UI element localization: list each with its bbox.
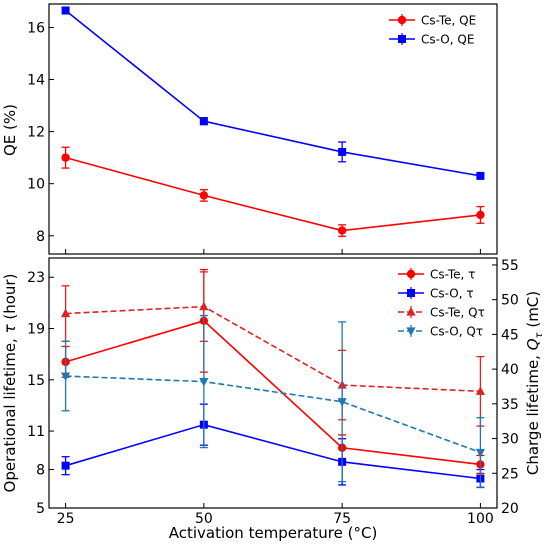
data-point-cs-o-q [60, 372, 71, 382]
data-point-cs-o-qe [61, 6, 70, 15]
legend-label-cs-o-q: Cs-O, Qτ [430, 325, 483, 339]
lifetime-panel: 5 8 11 15 19 23 20 25 30 35 40 45 50 55 25 50 75 100 Oper… [1, 257, 544, 542]
lifetime-right-tick-label: 45 [501, 327, 519, 343]
lifetime-right-axis-label: Charge lifetime, Qτ (mC) [524, 291, 544, 475]
data-point-cs-o-q [337, 398, 347, 407]
qe-y-tick-label: 14 [27, 73, 45, 89]
lifetime-left-tick-label: 15 [27, 373, 45, 389]
right-label-symbol: Q [524, 338, 542, 350]
legend-label-cs-te-q: Cs-Te, Qτ [430, 306, 485, 320]
legend-marker-cs-te-q [406, 307, 416, 316]
lifetime-right-tick-label: 30 [501, 432, 519, 448]
data-point-cs-te-q [60, 308, 71, 318]
legend-label-cs-te: Cs-Te, τ [430, 268, 475, 282]
lifetime-left-axis-label: Operational lifetime, τ (hour) [1, 274, 19, 493]
lifetime-series [60, 268, 486, 489]
qe-y-tick-label: 12 [27, 125, 45, 141]
qe-series [61, 6, 485, 237]
data-point-cs-te-q [475, 386, 486, 395]
lifetime-left-tick-label: 23 [27, 270, 45, 286]
legend-marker-cs-te [406, 269, 416, 279]
lifetime-right-tick-label: 35 [501, 397, 519, 413]
data-point-cs-o-q [199, 378, 209, 387]
data-point-cs-te-qe [337, 226, 347, 235]
left-label-unit: (hour) [1, 274, 19, 325]
qe-panel: 8 10 12 14 16 QE (%) Cs-Te, QE Cs-O, QE [1, 3, 498, 255]
lifetime-legend: Cs-Te, τ Cs-O, τ Cs-Te, Qτ Cs-O, Qτ [398, 268, 485, 339]
lifetime-left-tick-label: 5 [36, 501, 45, 517]
series-line-cs-te-q [65, 305, 481, 393]
lifetime-right-tick-label: 25 [501, 466, 519, 482]
lifetime-plot-frame [48, 257, 498, 509]
right-label-unit: (mC) [524, 291, 542, 333]
series-line-cs-o-q [65, 375, 481, 454]
series-line-cs-o [65, 423, 481, 480]
x-tick-label: 50 [195, 511, 213, 527]
qe-y-tick-label: 16 [27, 20, 45, 36]
legend-marker-cs-te-qe [397, 15, 407, 25]
lifetime-left-tick-label: 8 [36, 463, 45, 479]
lifetime-right-tick-label: 50 [501, 293, 519, 309]
left-label-main: Operational lifetime, [1, 333, 19, 492]
qe-y-tick-label: 8 [36, 229, 45, 245]
qe-plot-frame [48, 3, 498, 255]
data-point-cs-o-q [475, 448, 486, 458]
qe-axis-ticks: 8 10 12 14 16 [27, 20, 481, 254]
data-point-cs-te-q [199, 301, 209, 311]
x-tick-label: 25 [57, 511, 75, 527]
qe-y-tick-label: 10 [27, 177, 45, 193]
qe-legend: Cs-Te, QE Cs-O, QE [389, 14, 476, 47]
series-line-cs-te-qe [65, 156, 481, 232]
legend-marker-cs-o [407, 289, 415, 297]
lifetime-right-tick-label: 55 [501, 258, 519, 274]
right-label-main: Charge lifetime, [524, 350, 542, 475]
lifetime-axis-ticks: 5 8 11 15 19 23 20 25 30 35 40 45 50 55 25 50 75 100 [27, 258, 519, 527]
left-label-symbol: τ [1, 323, 19, 333]
legend-marker-cs-o-q [406, 327, 416, 336]
qe-y-axis-label: QE (%) [1, 104, 19, 156]
right-label-sub: τ [534, 331, 544, 338]
legend-label-cs-te-qe: Cs-Te, QE [421, 14, 476, 28]
series-line-cs-te [65, 319, 481, 466]
lifetime-right-tick-label: 20 [501, 501, 519, 517]
series-line-cs-o-qe [65, 9, 481, 177]
legend-label-cs-o-qe: Cs-O, QE [421, 33, 474, 47]
x-axis-label: Activation temperature (°C) [169, 524, 378, 542]
data-point-cs-te-qe [199, 191, 209, 200]
x-tick-label: 100 [467, 511, 494, 527]
lifetime-right-tick-label: 40 [501, 362, 519, 378]
data-point-cs-te-qe [476, 210, 485, 220]
data-point-cs-o-qe [476, 171, 485, 180]
data-point-cs-te-qe [61, 153, 70, 162]
legend-marker-cs-o-qe [398, 35, 406, 43]
data-point-cs-o [61, 461, 70, 470]
legend-label-cs-o: Cs-O, τ [430, 287, 474, 301]
lifetime-left-tick-label: 19 [27, 322, 45, 338]
lifetime-left-tick-label: 11 [27, 424, 45, 440]
x-tick-label: 75 [333, 511, 351, 527]
data-point-cs-o-qe [199, 117, 208, 126]
data-point-cs-o-qe [338, 147, 347, 156]
